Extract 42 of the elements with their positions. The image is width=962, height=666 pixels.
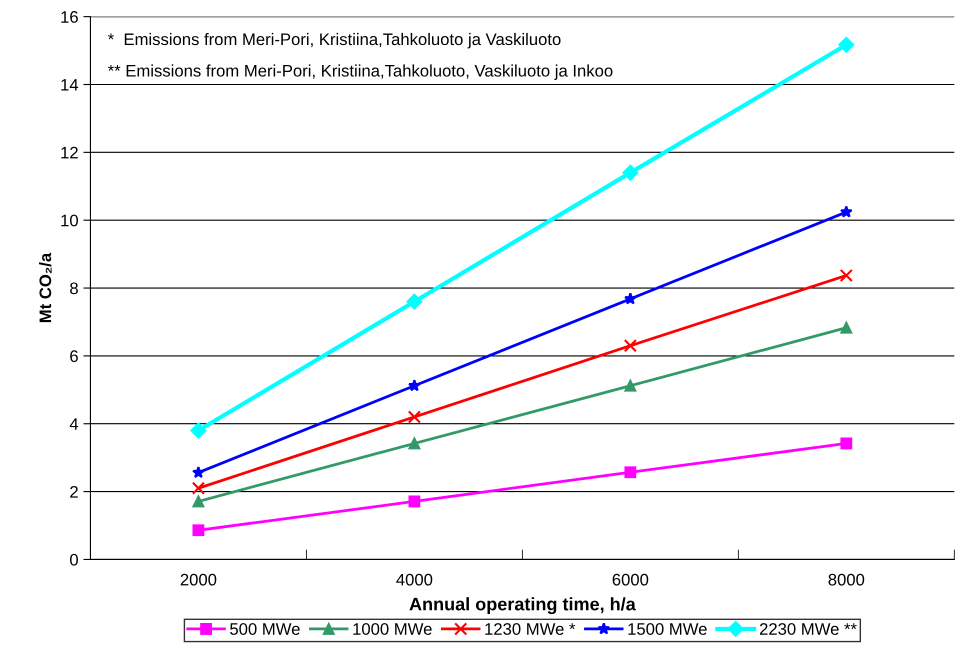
x-tick-label: 6000 — [612, 574, 648, 586]
point — [192, 482, 206, 495]
y-axis-title: Mt CO₂/a — [38, 252, 52, 322]
legend-label: 1500 MWe — [628, 623, 707, 635]
x-tick-label: 2000 — [180, 574, 216, 586]
x-tick-label: 8000 — [828, 574, 864, 586]
point — [838, 36, 854, 53]
point — [408, 438, 420, 450]
y-tick-label: 6 — [70, 350, 78, 362]
x-tick-label: 4000 — [396, 574, 432, 586]
point — [192, 496, 204, 508]
legend-label: 500 MWe — [230, 623, 300, 635]
annotation: * Emissions from Meri-Pori, Kristiina,Tahkoluoto ja Vaskiluoto — [108, 32, 561, 48]
legend-label: 1230 MWe * — [485, 623, 576, 635]
y-tick-label: 0 — [70, 554, 78, 566]
point — [622, 164, 638, 181]
y-tick-label: 12 — [61, 146, 78, 158]
point — [408, 379, 421, 392]
point — [406, 294, 422, 310]
point — [408, 410, 421, 424]
point — [624, 380, 636, 392]
annotation: ** Emissions from Meri-Pori, Kristiina,Tahkoluoto, Vaskiluoto ja Inkoo — [108, 64, 612, 80]
y-tick-label: 10 — [61, 214, 78, 226]
point — [190, 422, 206, 438]
legend-label: 2230 MWe ** — [760, 623, 857, 635]
y-tick-label: 14 — [61, 79, 78, 91]
x-axis-title: Annual operating time, h/a — [409, 597, 636, 614]
y-tick-label: 8 — [70, 282, 78, 294]
point — [840, 438, 852, 450]
y-tick-label: 16 — [61, 11, 78, 23]
point — [624, 339, 637, 352]
y-tick-label: 4 — [70, 418, 78, 430]
legend-label: 1000 MWe — [353, 623, 432, 635]
point — [840, 322, 852, 334]
point — [840, 205, 853, 218]
point — [192, 524, 204, 536]
point — [624, 466, 636, 478]
point — [408, 496, 420, 508]
point — [624, 292, 637, 304]
point — [840, 268, 853, 282]
point — [192, 466, 205, 478]
y-tick-label: 2 — [70, 486, 78, 498]
